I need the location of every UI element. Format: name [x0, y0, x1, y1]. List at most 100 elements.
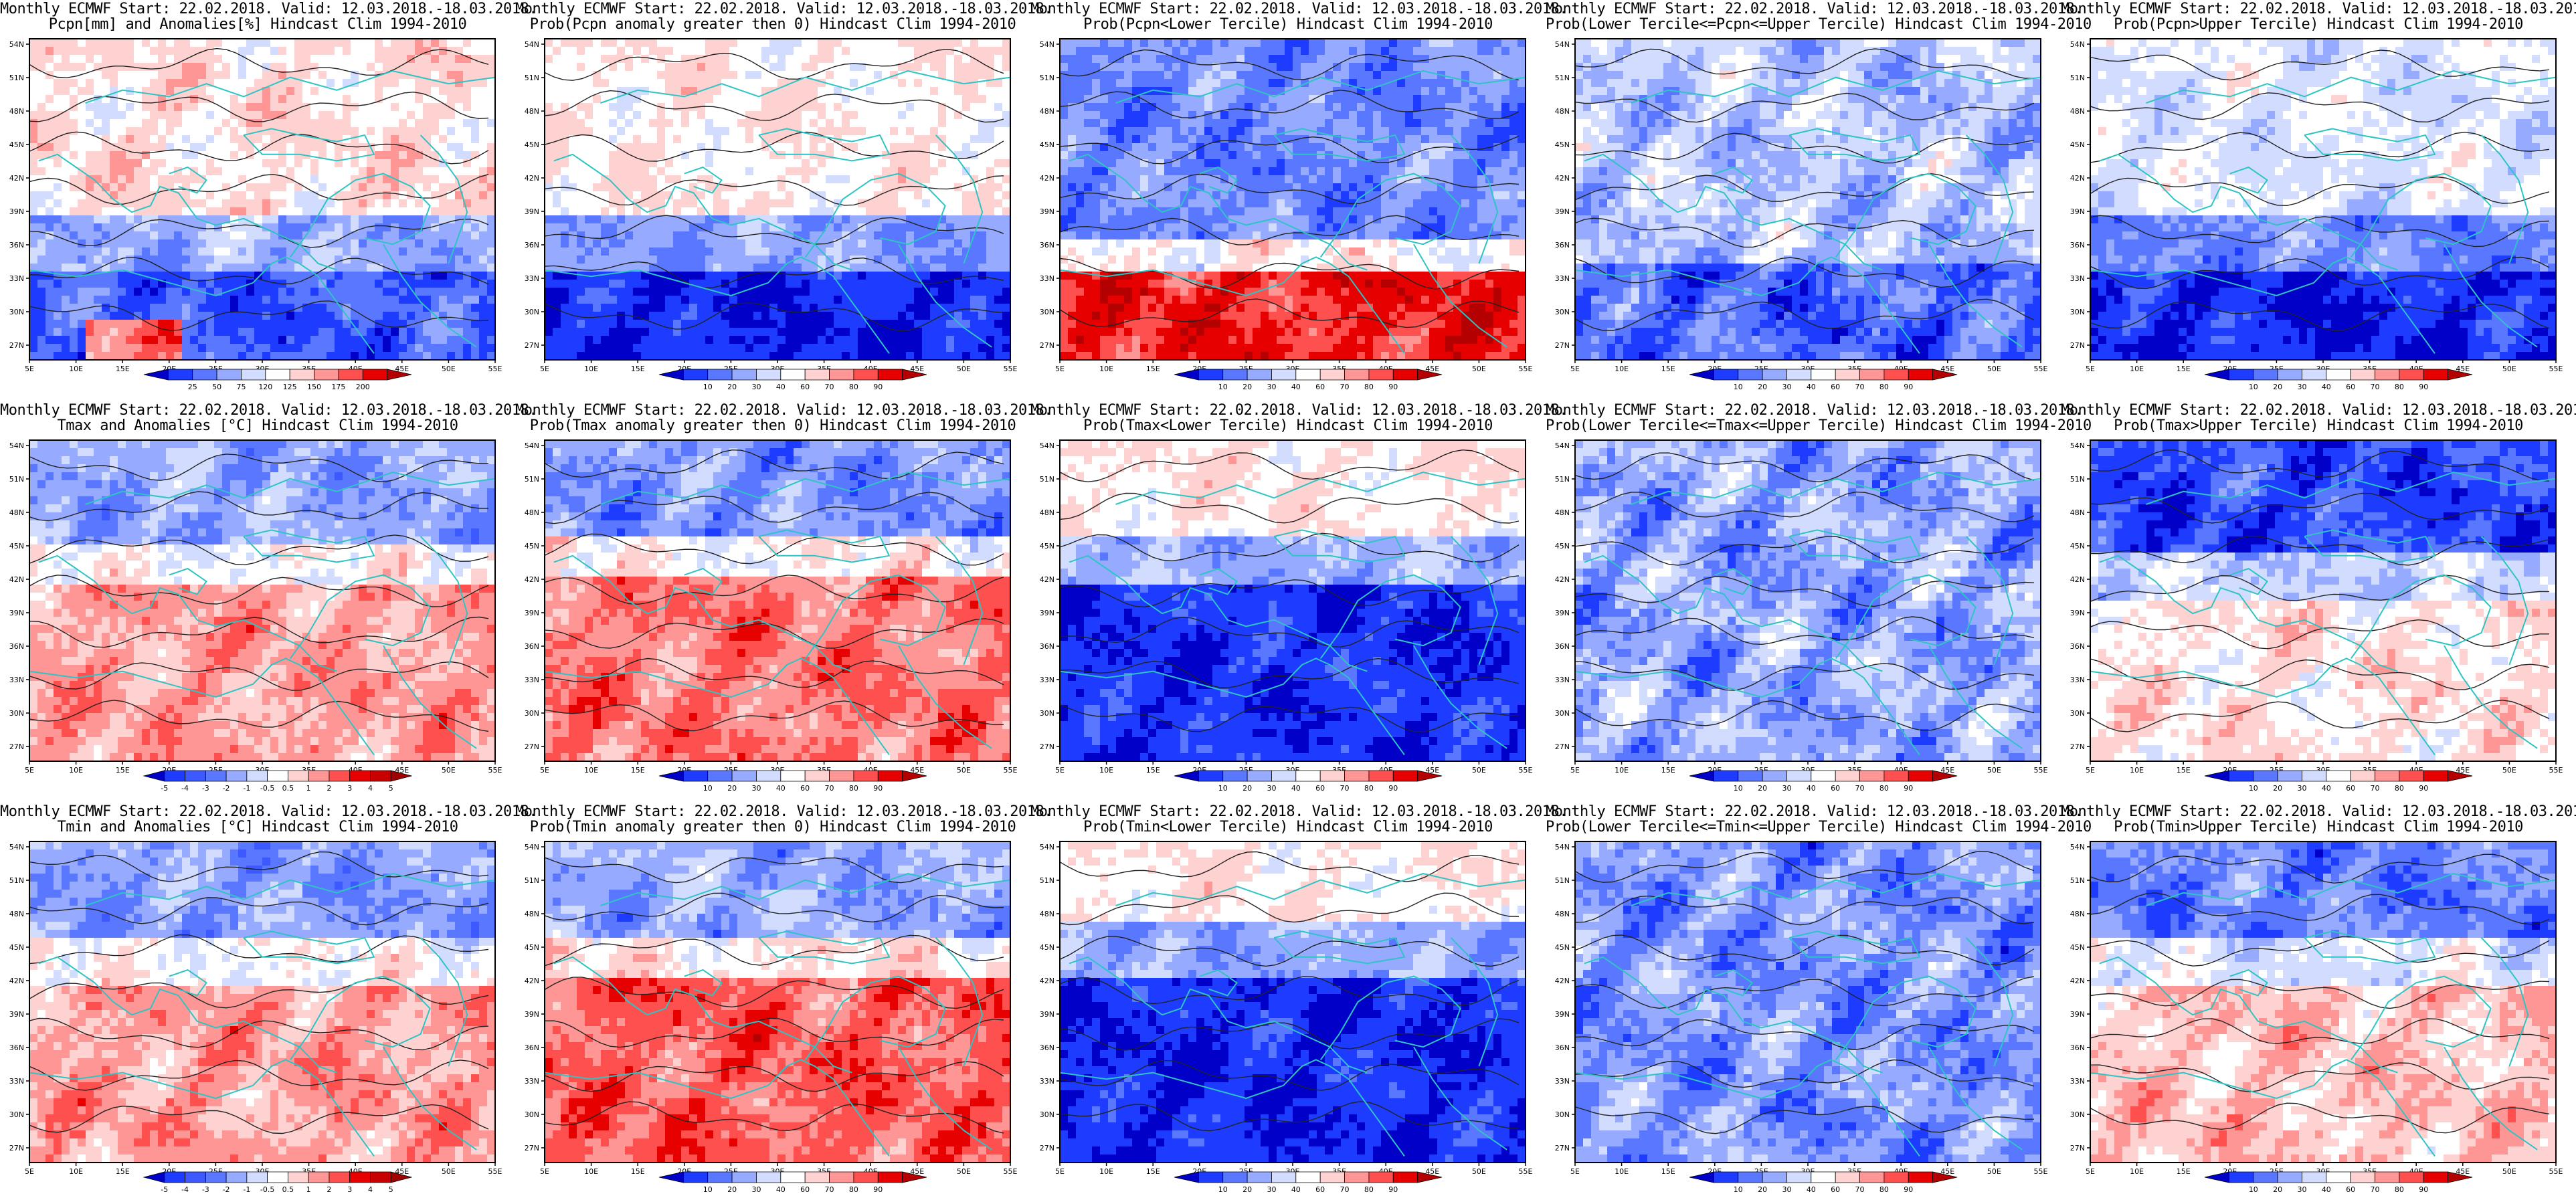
colorbar-label: -3: [202, 1185, 209, 1194]
colorbar-label: 30: [2297, 1185, 2306, 1194]
lon-tick-label: 55E: [2034, 766, 2048, 775]
colorbar-swatch: [877, 369, 903, 381]
colorbar-swatch: [804, 770, 830, 782]
colorbar-label: 80: [1879, 784, 1889, 793]
colorbar-swatch: [2399, 1171, 2424, 1183]
map-panel-tmax-anomalies: 5E 10E 15E 20E 25E 30E 35E 40E 45E 50E 55E 54N 51N 48…: [0, 401, 537, 803]
colorbar-label: 90: [1904, 784, 1913, 793]
isolines: [544, 449, 1004, 732]
lat-tick-label: 27N: [1555, 341, 1570, 350]
colorbar-label: 0.5: [282, 1185, 294, 1194]
lon-tick-label: 50E: [2502, 365, 2516, 373]
colorbar-swatch: [246, 1171, 268, 1183]
colorbar-label: -4: [181, 1185, 189, 1194]
lat-tick-label: 54N: [1040, 441, 1054, 450]
isolines: [544, 48, 1004, 332]
colorbar-swatch: [192, 369, 217, 381]
panel-subtitle: Prob(Tmin anomaly greater then 0) Hindca…: [515, 819, 1030, 835]
colorbar-label: 70: [1340, 383, 1350, 391]
lat-tick-label: 36N: [2070, 642, 2085, 651]
lat-tick-label: 36N: [1040, 241, 1054, 249]
colorbar-label: 70: [825, 784, 834, 793]
panel-title: Monthly ECMWF Start: 22.02.2018. Valid: …: [1030, 804, 1568, 820]
colorbar-swatch: [308, 770, 330, 782]
lat-tick-label: 27N: [9, 742, 24, 751]
colorbar-swatch: [1368, 369, 1394, 381]
colorbar: 10 20 30 40 60 70 80 90: [1174, 770, 1443, 793]
colorbar-label: 10: [1218, 1185, 1228, 1194]
colorbar-swatch: [2277, 770, 2302, 782]
colorbar-swatch: [1689, 369, 1714, 381]
colorbar-label: 40: [776, 1185, 786, 1194]
lat-tick-label: 33N: [525, 274, 539, 283]
lon-tick-label: 5E: [2086, 1167, 2095, 1176]
colorbar-swatch: [756, 770, 781, 782]
lat-tick-label: 36N: [2070, 1043, 2085, 1052]
colorbar-swatch: [329, 1171, 351, 1183]
lat-tick-label: 42N: [2070, 977, 2085, 985]
colorbar-label: -3: [202, 784, 209, 793]
lat-tick-label: 30N: [525, 308, 539, 316]
colorbar-swatch: [1883, 1171, 1909, 1183]
colorbar-swatch: [2448, 1171, 2473, 1183]
map-panel-pcpn-upper: 5E 10E 15E 20E 25E 30E 35E 40E 45E 50E 55E 54N 51N 48…: [2061, 0, 2576, 401]
colorbar-swatch: [1786, 770, 1812, 782]
colorbar-label: 0.5: [282, 784, 294, 793]
lat-tick-label: 30N: [2070, 709, 2085, 718]
colorbar-label: 20: [1243, 784, 1252, 793]
colorbar-swatch: [2375, 369, 2400, 381]
colorbar-swatch: [2228, 770, 2254, 782]
lat-tick-label: 30N: [525, 1110, 539, 1119]
lon-tick-label: 50E: [442, 766, 456, 775]
colorbar-label: 90: [873, 383, 883, 391]
colorbar-swatch: [902, 770, 927, 782]
lat-tick-label: 54N: [1555, 441, 1570, 450]
colorbar-label: 70: [1855, 1185, 1865, 1194]
colorbar-swatch: [267, 770, 288, 782]
lon-tick-label: 10E: [1615, 1167, 1629, 1176]
colorbar-label: 60: [1831, 1185, 1840, 1194]
coastlines: [29, 70, 496, 354]
lon-tick-label: 5E: [1570, 365, 1580, 373]
lon-tick-label: 45E: [1425, 365, 1439, 373]
lat-tick-label: 48N: [525, 508, 539, 517]
shading-field: [1060, 39, 1526, 361]
lon-tick-label: 55E: [1004, 1167, 1018, 1176]
colorbar-label: 40: [2322, 1185, 2331, 1194]
colorbar-swatch: [829, 1171, 854, 1183]
colorbar-swatch: [1713, 1171, 1739, 1183]
map-panel-tmin-anomalies: 5E 10E 15E 20E 25E 30E 35E 40E 45E 50E 55E 54N 51N 48…: [0, 803, 537, 1204]
colorbar-label: 20: [1243, 383, 1252, 391]
colorbar-swatch: [780, 770, 806, 782]
panel-title: Monthly ECMWF Start: 22.02.2018. Valid: …: [1546, 804, 2083, 820]
lon-tick-label: 5E: [25, 1167, 34, 1176]
colorbar-label: 1: [306, 1185, 311, 1194]
colorbar-label: 70: [2371, 1185, 2380, 1194]
map-panel-pcpn-middle: 5E 10E 15E 20E 25E 30E 35E 40E 45E 50E 55E 54N 51N 48…: [1546, 0, 2092, 401]
lat-tick-label: 36N: [1040, 1043, 1054, 1052]
lon-tick-label: 10E: [2130, 1167, 2144, 1176]
colorbar-label: 80: [1879, 383, 1889, 391]
colorbar-swatch: [314, 369, 339, 381]
colorbar-swatch: [143, 369, 169, 381]
colorbar-swatch: [1713, 369, 1739, 381]
lat-tick-label: 27N: [525, 1144, 539, 1152]
lat-tick-label: 54N: [9, 843, 24, 851]
colorbar-label: 5: [389, 1185, 393, 1194]
colorbar-swatch: [2204, 1171, 2229, 1183]
coastlines: [1574, 70, 2041, 354]
lat-tick-label: 45N: [9, 140, 24, 149]
colorbar-swatch: [2326, 770, 2351, 782]
colorbar-label: 90: [1904, 1185, 1913, 1194]
colorbar-label: 10: [1734, 383, 1743, 391]
colorbar-swatch: [2399, 369, 2424, 381]
lat-tick-label: 42N: [1040, 575, 1054, 584]
panel-title: Monthly ECMWF Start: 22.02.2018. Valid: …: [515, 1, 1052, 17]
colorbar-swatch: [829, 770, 854, 782]
lon-tick-label: 15E: [631, 365, 645, 373]
coastlines: [2090, 471, 2557, 755]
lat-tick-label: 27N: [9, 1144, 24, 1152]
colorbar-label: 60: [2346, 784, 2355, 793]
lon-tick-label: 15E: [2177, 365, 2191, 373]
